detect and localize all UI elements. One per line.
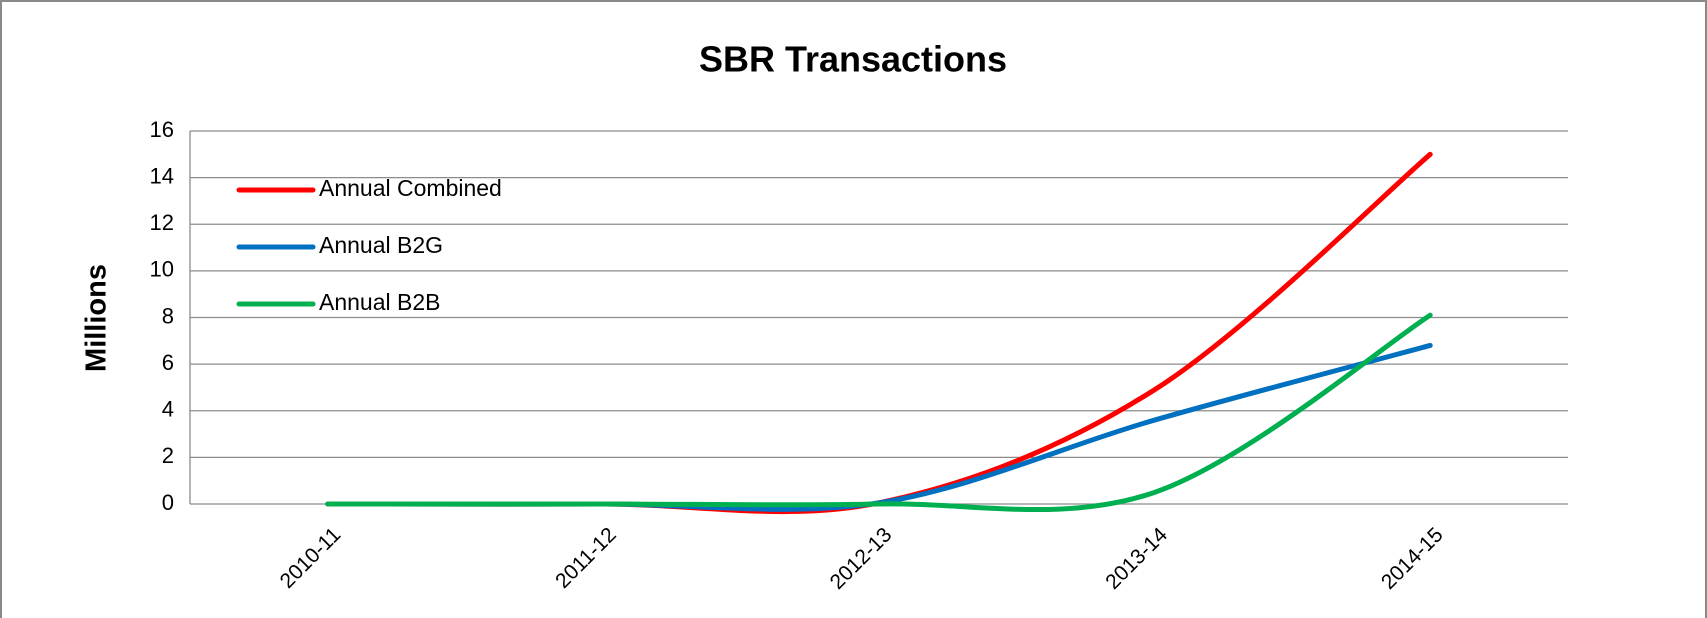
y-tick-label: 2: [162, 443, 174, 468]
y-tick-label: 6: [162, 350, 174, 375]
series-line: [325, 312, 1433, 513]
y-tick-label: 4: [162, 397, 174, 422]
legend-label: Annual B2G: [319, 232, 443, 258]
y-tick-label: 0: [162, 490, 174, 515]
y-tick-label: 14: [150, 163, 174, 188]
y-tick-label: 8: [162, 303, 174, 328]
legend-label: Annual Combined: [319, 175, 502, 201]
y-tick-label: 12: [150, 210, 174, 235]
legend-label: Annual B2B: [319, 289, 440, 315]
y-axis-label: Millions: [81, 264, 113, 372]
y-tick-label: 16: [150, 117, 174, 142]
y-tick-label: 10: [150, 257, 174, 282]
chart-title: SBR Transactions: [699, 39, 1007, 80]
